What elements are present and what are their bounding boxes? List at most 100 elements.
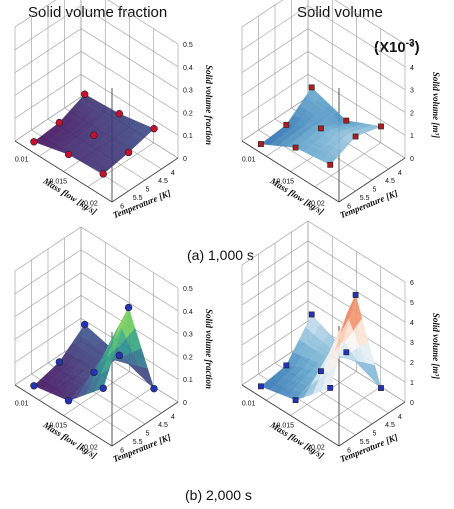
y-tick-label: 5 (145, 187, 149, 194)
z-tick-label: 0.4 (183, 65, 193, 72)
left-column-title: Solid volume fraction (28, 4, 168, 21)
floor-edge (14, 384, 179, 447)
y-tick-label: 4.5 (158, 422, 168, 429)
y-tick-label: 4 (398, 170, 402, 177)
x-ticks: 0.01 0.015 0.02 (242, 157, 325, 208)
z-tick-label: 0.1 (183, 133, 193, 140)
data-point (64, 150, 73, 159)
grid-line (241, 28, 406, 90)
data-point (115, 351, 124, 360)
z-tick-label: 1 (410, 380, 414, 387)
z-tick-label: 2 (410, 360, 414, 367)
y-tick-label: 4 (398, 414, 402, 421)
z-tick-label: 0.1 (183, 377, 193, 384)
grid-line (314, 142, 381, 187)
data-point (378, 123, 384, 130)
x-tick-label: 0.02 (84, 444, 98, 451)
data-point (283, 362, 290, 369)
surface (33, 307, 155, 401)
x-axis-label: Mass flow [kg/s] (268, 175, 326, 216)
floor-edge (241, 140, 406, 203)
data-point (378, 385, 384, 391)
floor-edge (14, 140, 179, 203)
markers (258, 84, 384, 168)
z-ticks: 0 1 2 3 4 5 (410, 42, 414, 163)
y-ticks: 44.5 55.5 6 (347, 414, 402, 455)
plot-area: 0 0.1 0.2 0.3 0.4 0.5 0.01 0.015 0.02 44.5 55.5 6 Ma… (14, 226, 214, 464)
grid-line (14, 317, 179, 380)
data-point (124, 303, 133, 312)
data-point (150, 124, 158, 133)
data-point (327, 385, 334, 391)
z-tick-label: 2 (410, 110, 414, 117)
y-tick-label: 5.5 (360, 439, 370, 446)
z-tick-label: 0.3 (183, 88, 193, 95)
floor-edge (241, 384, 406, 447)
x-tick-label: 0.02 (84, 200, 98, 207)
z-tick-label: 0 (410, 156, 414, 163)
data-point (115, 110, 124, 118)
data-point (55, 358, 64, 366)
surface-patch (138, 365, 155, 389)
grid-line (241, 73, 406, 136)
z-tick-label: 0.4 (183, 309, 193, 316)
plot-area: 0 0.1 0.2 0.3 0.4 0.5 0.01 0.015 0.02 44.5 55.5 6 Ma… (14, 0, 214, 220)
surface (33, 93, 155, 175)
x-ticks: 0.01 0.015 0.02 (15, 157, 98, 208)
z-axis-label: Solid volume [m³] (431, 72, 441, 138)
markers (258, 292, 384, 404)
grid-line (14, 28, 179, 90)
z-tick-label: 3 (410, 340, 414, 347)
data-point (258, 141, 264, 147)
y-tick-label: 5 (145, 431, 149, 438)
data-point (258, 383, 264, 390)
x-axis-label: Mass flow [kg/s] (41, 419, 99, 460)
data-point (327, 161, 334, 168)
chart-a-solid-volume-fraction: 0 0.1 0.2 0.3 0.4 0.5 0.01 0.015 0.02 44.5 55.5 6 Ma… (14, 0, 214, 220)
y-tick-label: 5.5 (133, 439, 143, 446)
data-point (99, 170, 107, 178)
data-point (308, 84, 315, 91)
z-axis-label: Solid volume fraction (204, 309, 214, 389)
data-point (343, 349, 350, 356)
x-tick-label: 0.02 (311, 444, 325, 451)
z-tick-label: 0 (410, 400, 414, 407)
data-point (308, 311, 315, 318)
x-ticks: 0.01 0.015 0.02 (15, 401, 98, 452)
surface-patch (365, 362, 382, 389)
y-tick-label: 4 (171, 170, 175, 177)
z-tick-label: 1 (410, 133, 414, 140)
grid-line (241, 51, 406, 113)
grid-line (87, 142, 154, 187)
markers (30, 303, 158, 405)
y-ticks: 44.5 55.5 6 (347, 170, 402, 211)
z-tick-label: 6 (410, 280, 414, 287)
z-tick-label: 0 (183, 400, 187, 407)
markers (30, 90, 158, 178)
data-point (352, 292, 359, 298)
grid-line (241, 220, 406, 283)
data-point (150, 384, 158, 393)
y-tick-label: 5 (372, 187, 376, 194)
data-point (30, 382, 38, 390)
z-ticks: 0 1 2 3 4 5 6 (410, 280, 414, 407)
z-ticks: 0 0.1 0.2 0.3 0.4 0.5 (183, 42, 193, 163)
x-axis-label: Mass flow [kg/s] (268, 419, 326, 460)
x-tick-label: 0.02 (311, 200, 325, 207)
data-point (99, 384, 107, 393)
data-point (292, 144, 299, 151)
grid-line (87, 386, 154, 431)
y-tick-label: 4.5 (385, 178, 395, 185)
grid-line (241, 280, 406, 343)
data-point (283, 121, 290, 128)
x-tick-label: 0.015 (277, 179, 295, 186)
z-tick-label: 0.2 (183, 354, 193, 361)
z-tick-label: 5 (410, 42, 414, 49)
z-tick-label: 0 (183, 156, 187, 163)
z-tick-label: 0.5 (183, 286, 193, 293)
z-tick-label: 0.3 (183, 332, 193, 339)
y-tick-label: 6 (120, 448, 124, 455)
